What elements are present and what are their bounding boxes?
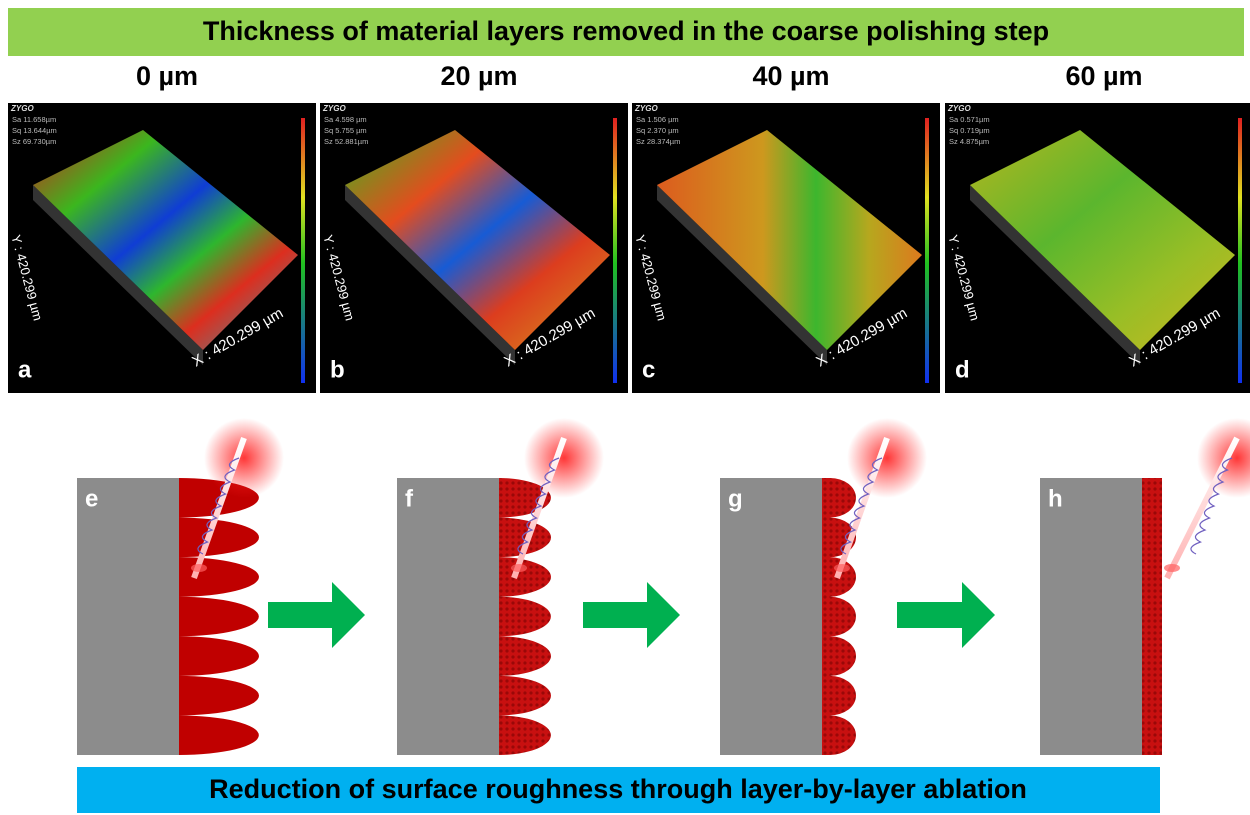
substrate (397, 478, 499, 755)
laser-spot (191, 564, 207, 572)
stat: Sz 4.875µm (949, 137, 989, 146)
material-layer (1142, 478, 1163, 755)
substrate (720, 478, 822, 755)
process-arrow (268, 582, 365, 648)
laser-wave (1190, 457, 1233, 555)
diagram-letter: e (85, 485, 98, 512)
laser-glow (847, 418, 927, 498)
footer-banner (77, 767, 1160, 813)
stat: Sa 11.658µm (12, 115, 56, 124)
surface-side (970, 185, 1140, 365)
surface (970, 130, 1235, 350)
title: Thickness of material layers removed in … (203, 16, 1049, 46)
logo: ZYGO (322, 104, 346, 113)
logo: ZYGO (947, 104, 971, 113)
stat: Sq 2.370 µm (636, 126, 679, 135)
laser-wave (197, 457, 240, 555)
laser-spot (834, 564, 850, 572)
surface (33, 130, 298, 350)
color-scale (301, 118, 305, 383)
surface-side (345, 185, 515, 365)
diagram-letter: h (1048, 485, 1063, 512)
surface (345, 130, 610, 350)
stat: Sz 52.881µm (324, 137, 368, 146)
title-banner (8, 8, 1244, 56)
process-arrow (897, 582, 995, 648)
stat: Sa 4.598 µm (324, 115, 367, 124)
color-scale (925, 118, 929, 383)
material-layer (822, 478, 857, 755)
laser-spot (1164, 564, 1180, 572)
column-label: 60 µm (1065, 61, 1142, 91)
laser-glow (1197, 418, 1250, 498)
column-label: 20 µm (440, 61, 517, 91)
logo: ZYGO (634, 104, 658, 113)
panel-letter: a (18, 356, 32, 383)
process-arrow (583, 582, 680, 648)
color-scale (613, 118, 617, 383)
logo: ZYGO (10, 104, 34, 113)
surface-side (33, 185, 203, 365)
laser-beam (191, 436, 247, 580)
panel-letter: b (330, 356, 345, 383)
laser-glow (204, 418, 284, 498)
surface-side (657, 185, 827, 365)
panel-letter: c (642, 356, 655, 383)
diagram-letter: f (405, 485, 414, 512)
panel-letter: d (955, 356, 970, 383)
stat: Sa 1.506 µm (636, 115, 679, 124)
color-scale (1238, 118, 1242, 383)
stat: Sa 0.571µm (949, 115, 990, 124)
laser-wave (517, 457, 560, 555)
substrate (1040, 478, 1142, 755)
stat: Sz 28.374µm (636, 137, 680, 146)
material-layer (179, 478, 260, 755)
stat: Sq 5.755 µm (324, 126, 367, 135)
stat: Sz 69.730µm (12, 137, 56, 146)
column-label: 0 µm (136, 61, 198, 91)
footer-title: Reduction of surface roughness through l… (209, 774, 1027, 804)
substrate (77, 478, 179, 755)
diagram-letter: g (728, 485, 743, 512)
stat: Sq 13.644µm (12, 126, 57, 135)
column-label: 40 µm (752, 61, 829, 91)
laser-beam (511, 436, 567, 580)
laser-wave (840, 457, 883, 555)
stat: Sq 0.719µm (949, 126, 990, 135)
laser-spot (511, 564, 527, 572)
laser-beam (834, 436, 890, 580)
laser-glow (524, 418, 604, 498)
surface (657, 130, 922, 350)
material-layer (499, 478, 551, 755)
